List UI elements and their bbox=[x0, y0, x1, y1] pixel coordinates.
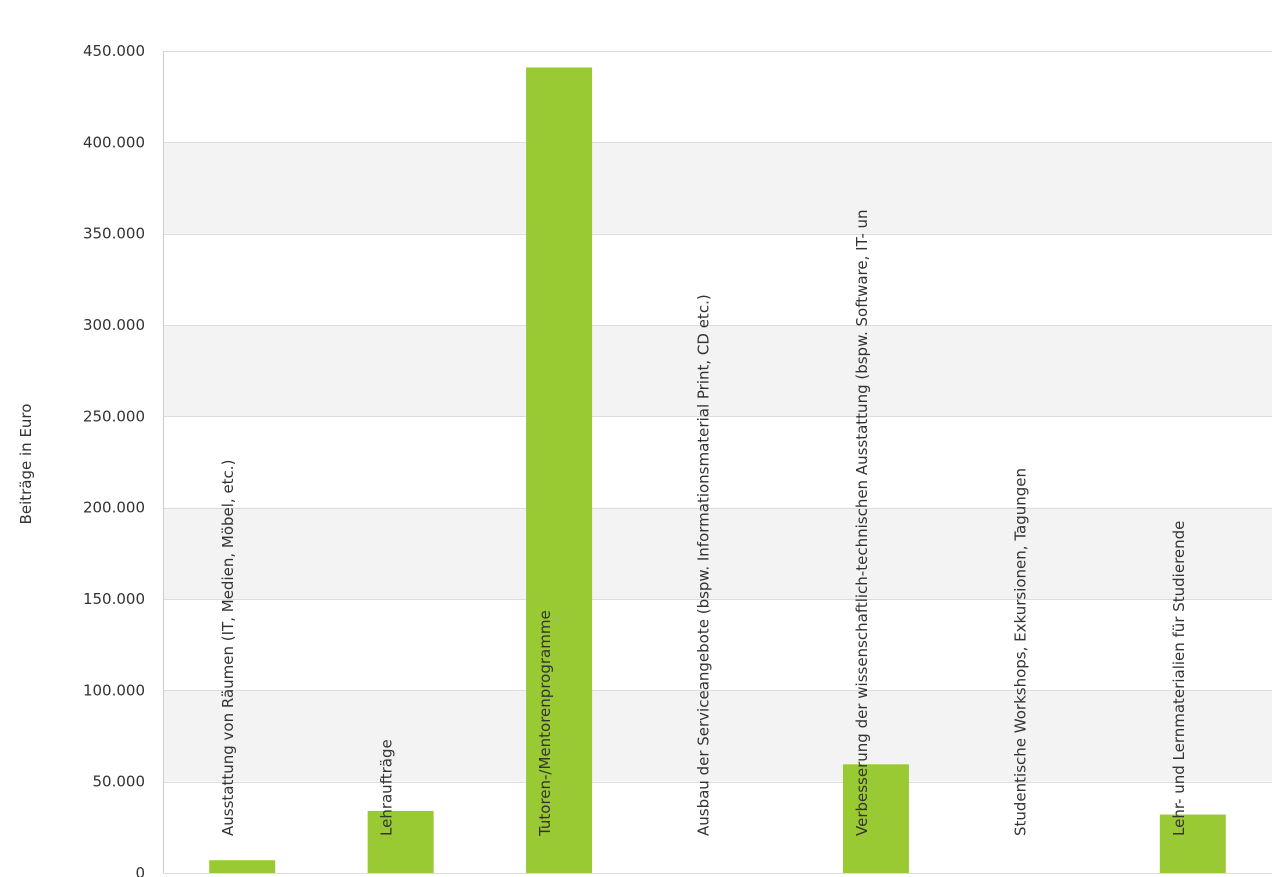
category-label: Studentische Workshops, Exkursionen, Tag… bbox=[1011, 468, 1029, 836]
plot-band bbox=[163, 142, 1272, 234]
category-label: Lehr- und Lernmaterialien für Studierend… bbox=[1170, 521, 1188, 836]
category-label: Lehraufträge bbox=[378, 739, 396, 836]
y-tick-label: 200.000 bbox=[83, 499, 145, 517]
plot-band bbox=[163, 507, 1272, 599]
bar bbox=[367, 810, 434, 873]
gridlines bbox=[163, 51, 1272, 874]
y-tick-label: 250.000 bbox=[83, 407, 145, 425]
y-axis-ticks: 0 50.000 100.000 150.000 200.000 250.000 300.0… bbox=[83, 42, 145, 877]
bar bbox=[526, 67, 593, 873]
category-label: Verbesserung der wissenschaftlich-techni… bbox=[853, 209, 871, 836]
y-tick-label: 350.000 bbox=[83, 225, 145, 243]
bar bbox=[209, 860, 276, 873]
y-tick-label: 50.000 bbox=[93, 773, 146, 791]
y-tick-label: 300.000 bbox=[83, 316, 145, 334]
category-labels: Ausstattung von Räumen (IT, Medien, Möbe… bbox=[219, 209, 1188, 837]
y-tick-label: 450.000 bbox=[83, 42, 145, 60]
y-tick-label: 400.000 bbox=[83, 133, 145, 151]
plot-band bbox=[163, 690, 1272, 782]
plot-band bbox=[163, 325, 1272, 417]
category-label: Ausbau der Serviceangebote (bspw. Inform… bbox=[695, 294, 713, 836]
bar bbox=[842, 764, 909, 873]
y-tick-label: 100.000 bbox=[83, 681, 145, 699]
y-tick-label: 0 bbox=[135, 864, 145, 877]
plot-bands bbox=[163, 142, 1272, 782]
bar bbox=[1159, 814, 1226, 873]
category-label: Tutoren-/Mentorenprogramme bbox=[536, 610, 554, 837]
bars bbox=[209, 67, 1226, 873]
y-axis-label: Beiträge in Euro bbox=[17, 404, 35, 525]
y-tick-label: 150.000 bbox=[83, 590, 145, 608]
category-label: Ausstattung von Räumen (IT, Medien, Möbe… bbox=[219, 460, 237, 836]
